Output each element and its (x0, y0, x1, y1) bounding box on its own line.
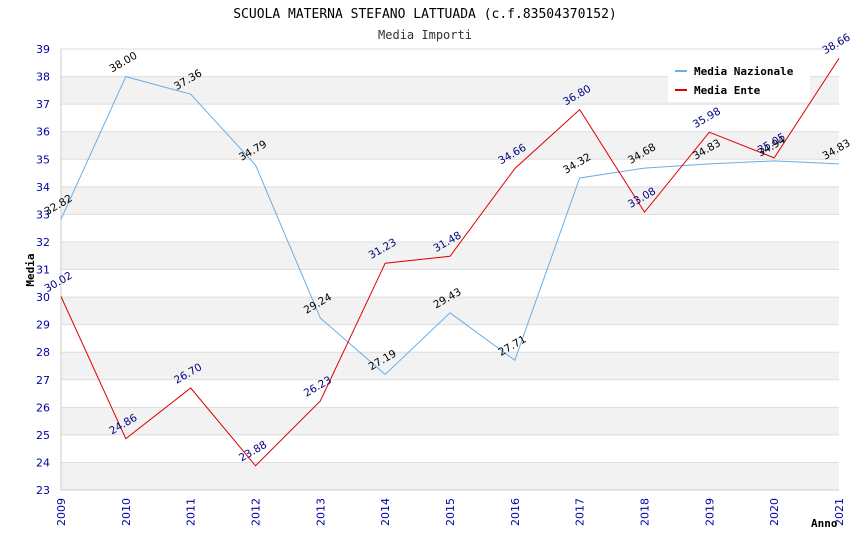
x-tick-labels: 2009 2010 2011 2012 2013 2014 2015 2016 2017 2018… (55, 498, 846, 526)
y-tick-label: 26 (36, 401, 50, 414)
x-tick-label: 2010 (120, 498, 133, 526)
x-tick-label: 2016 (509, 498, 522, 526)
y-tick-label: 32 (36, 236, 50, 249)
y-tick-label: 34 (36, 181, 50, 194)
grid-lines (61, 48, 839, 491)
y-tick-label: 39 (36, 43, 50, 56)
x-tick-label: 2017 (574, 498, 587, 526)
x-tick-label: 2013 (314, 498, 327, 526)
series-line-media-nazionale (60, 76, 840, 376)
x-tick-label: 2009 (55, 498, 68, 526)
series-line-media-ente (60, 58, 840, 467)
chart-subtitle: Media Importi (378, 28, 472, 42)
x-tick-label: 2014 (379, 498, 392, 526)
x-tick-label: 2012 (250, 498, 263, 526)
y-tick-label: 30 (36, 291, 50, 304)
x-tick-label: 2018 (639, 498, 652, 526)
y-tick-label: 33 (36, 208, 50, 221)
legend-label: Media Nazionale (694, 65, 794, 78)
grid-band (61, 379, 839, 408)
legend-label: Media Ente (694, 84, 761, 97)
legend-box (668, 60, 810, 102)
grid-band (61, 269, 839, 298)
grid-band (61, 407, 839, 435)
grid-band (61, 186, 839, 215)
x-axis-label: Anno (811, 517, 838, 530)
y-tick-label: 35 (36, 153, 50, 166)
x-tick-label: 2020 (768, 498, 781, 526)
y-tick-label: 29 (36, 319, 50, 332)
y-tick-label: 38 (36, 71, 50, 84)
y-tick-label: 36 (36, 126, 50, 139)
y-tick-label: 25 (36, 429, 50, 442)
y-tick-label: 28 (36, 346, 50, 359)
legend: Media Nazionale Media Ente (668, 60, 810, 102)
grid-band (61, 462, 839, 490)
grid-band (61, 131, 839, 160)
grid-band (61, 352, 839, 380)
x-tick-label: 2019 (703, 498, 716, 526)
y-tick-label: 37 (36, 98, 50, 111)
grid-band (61, 324, 839, 353)
series-lines (60, 58, 840, 467)
x-tick-label: 2011 (185, 498, 198, 526)
x-tick-label: 2015 (444, 498, 457, 526)
y-tick-label: 23 (36, 484, 50, 497)
chart-title: SCUOLA MATERNA STEFANO LATTUADA (c.f.835… (233, 7, 617, 22)
grid-band (61, 104, 839, 132)
y-tick-label: 24 (36, 456, 50, 469)
y-tick-labels: 23 24 25 26 27 28 29 30 31 32 33 34 35 36 37 38 39 (36, 43, 50, 497)
grid-band (61, 214, 839, 242)
grid-band (61, 434, 839, 463)
y-tick-label: 27 (36, 374, 50, 387)
y-tick-label: 31 (36, 264, 50, 277)
grid-band (61, 297, 839, 325)
grid-bands (61, 49, 839, 490)
x-tick-label: 2021 (833, 498, 846, 526)
y-axis-label: Media (24, 253, 37, 286)
